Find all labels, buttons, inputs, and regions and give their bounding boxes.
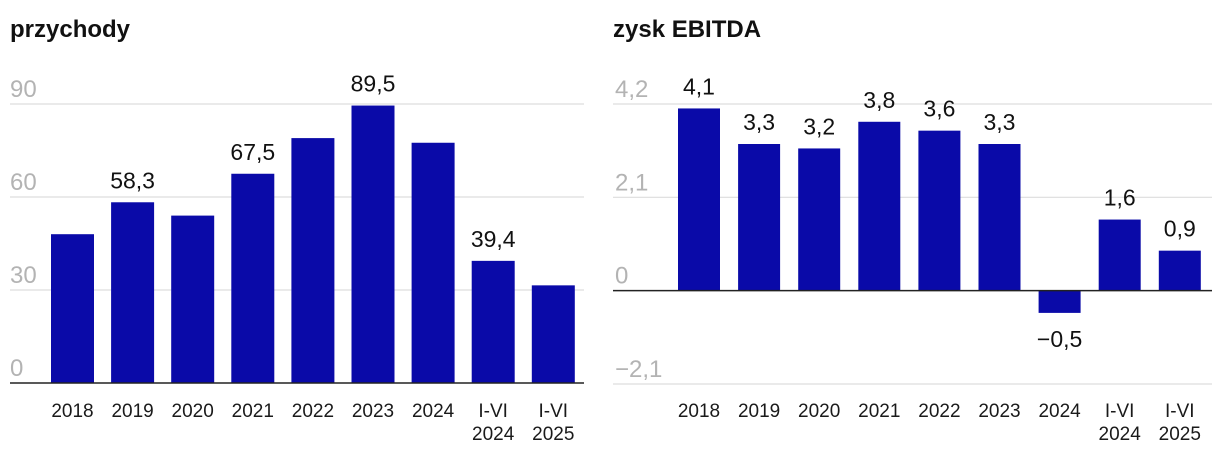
bar bbox=[351, 105, 395, 384]
x-tick-label: I-VI 2024 bbox=[472, 401, 515, 445]
bar bbox=[171, 215, 215, 383]
x-tick-label: 2022 bbox=[918, 401, 960, 422]
y-tick-label: 90 bbox=[10, 76, 37, 103]
bar bbox=[51, 234, 94, 383]
x-tick-label: 2021 bbox=[232, 401, 274, 422]
revenue-chart: przychody 0 30 60 90 2018 58,3 2019 2020 67,5 202… bbox=[10, 16, 584, 445]
bar bbox=[978, 144, 1021, 291]
data-label: −0,5 bbox=[1037, 326, 1082, 352]
x-tick-label: 2019 bbox=[738, 401, 780, 422]
x-tick-label: 2018 bbox=[678, 401, 720, 422]
x-tick-label: 2022 bbox=[292, 401, 334, 422]
data-label: 3,3 bbox=[743, 109, 775, 135]
x-tick-label: 2019 bbox=[111, 401, 153, 422]
data-label: 3,3 bbox=[984, 109, 1016, 135]
bar bbox=[1158, 250, 1201, 291]
x-tick-label: 2024 bbox=[1038, 401, 1081, 422]
x-tick-label: 2021 bbox=[858, 401, 900, 422]
x-tick-label: I-VI 2025 bbox=[532, 401, 574, 445]
bar bbox=[471, 260, 515, 383]
y-tick-label: 2,1 bbox=[615, 169, 648, 196]
bar bbox=[111, 202, 155, 383]
bar bbox=[678, 108, 720, 291]
x-tick-label: 2023 bbox=[978, 401, 1020, 422]
bar bbox=[918, 130, 961, 291]
ebitda-chart: zysk EBITDA −2,1 0 2,1 4,2 4,1 2018 3,3 2019 3,2… bbox=[613, 16, 1212, 445]
y-tick-label: −2,1 bbox=[615, 356, 662, 383]
data-label: 89,5 bbox=[351, 71, 396, 97]
x-tick-label: I-VI 2025 bbox=[1159, 401, 1201, 445]
bar bbox=[531, 285, 575, 383]
data-label: 3,8 bbox=[863, 87, 895, 113]
x-tick-label: 2023 bbox=[352, 401, 394, 422]
x-tick-label: 2020 bbox=[172, 401, 214, 422]
y-tick-label: 0 bbox=[615, 263, 628, 290]
data-label: 3,2 bbox=[803, 113, 835, 139]
bar bbox=[291, 138, 335, 383]
y-tick-label: 60 bbox=[10, 169, 37, 196]
data-label: 58,3 bbox=[110, 167, 155, 193]
data-label: 4,1 bbox=[683, 73, 715, 99]
data-label: 0,9 bbox=[1164, 216, 1196, 242]
y-tick-label: 4,2 bbox=[615, 76, 648, 103]
chart-title: zysk EBITDA bbox=[613, 16, 761, 43]
data-label: 3,6 bbox=[923, 96, 955, 122]
x-tick-label: 2020 bbox=[798, 401, 840, 422]
x-tick-label: 2024 bbox=[412, 401, 455, 422]
bar bbox=[1098, 219, 1141, 291]
data-label: 1,6 bbox=[1104, 185, 1136, 211]
bar bbox=[738, 144, 781, 291]
y-tick-label: 0 bbox=[10, 355, 23, 382]
bar bbox=[1038, 290, 1081, 313]
x-tick-label: 2018 bbox=[51, 401, 93, 422]
data-label: 39,4 bbox=[471, 226, 516, 252]
chart-title: przychody bbox=[10, 16, 131, 43]
bar bbox=[798, 148, 841, 291]
bar bbox=[411, 142, 455, 383]
y-tick-label: 30 bbox=[10, 262, 37, 289]
x-tick-label: I-VI 2024 bbox=[1099, 401, 1142, 445]
bar bbox=[231, 173, 275, 383]
data-label: 67,5 bbox=[230, 139, 275, 165]
bar bbox=[858, 121, 901, 291]
